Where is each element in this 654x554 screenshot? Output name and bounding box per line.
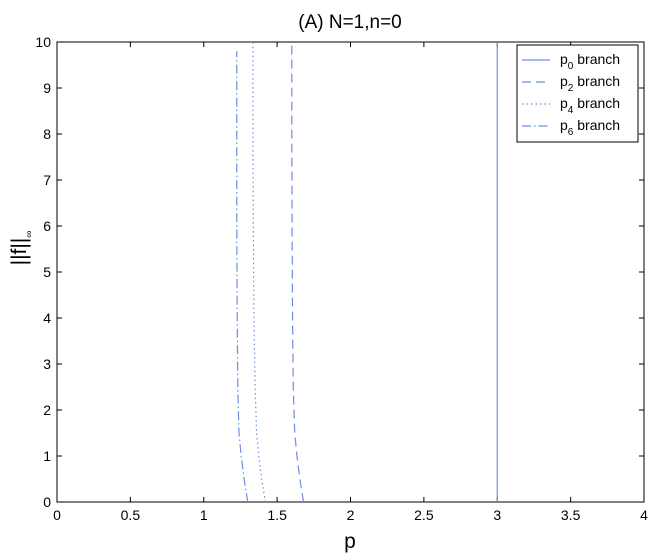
x-tick-label: 3.5 [561,507,581,523]
y-tick-label: 8 [43,126,51,142]
legend-label: p0 branch [560,51,620,72]
x-tick-label: 0 [53,507,61,523]
series-line-6 [236,51,249,503]
y-tick-label: 4 [43,310,51,326]
x-axis-title: p [344,530,356,553]
y-tick-label: 6 [43,218,51,234]
y-tick-label: 0 [43,494,51,510]
legend-box [516,44,639,143]
legend-label: p6 branch [560,117,620,138]
y-axis-title: ||f||∞ [8,231,35,266]
series-layer [236,42,498,503]
chart-title: (A) N=1,n=0 [298,12,402,33]
x-tick-label: 4 [640,507,648,523]
legend-label: p2 branch [560,73,620,94]
y-tick-label: 5 [43,264,51,280]
x-tick-label: 1 [200,507,208,523]
y-tick-label: 2 [43,402,51,418]
x-tick-label: 2.5 [414,507,434,523]
y-tick-label: 1 [43,448,51,464]
y-axis-title-main: ||f|| [8,238,31,266]
series-line-4 [252,42,266,503]
y-tick-label: 3 [43,356,51,372]
x-tick-label: 3 [493,507,501,523]
x-tick-label: 2 [347,507,355,523]
y-tick-label: 7 [43,172,51,188]
x-tick-label: 1.5 [267,507,287,523]
series-line-2 [291,42,305,503]
y-axis-title-sub: ∞ [24,231,35,238]
y-tick-label: 9 [43,80,51,96]
legend-label: p4 branch [560,95,620,116]
y-axis-ticks: 0 1 2 3 4 5 6 7 8 9 10 [35,34,644,510]
x-tick-label: 0.5 [121,507,141,523]
y-tick-label: 10 [35,34,51,50]
